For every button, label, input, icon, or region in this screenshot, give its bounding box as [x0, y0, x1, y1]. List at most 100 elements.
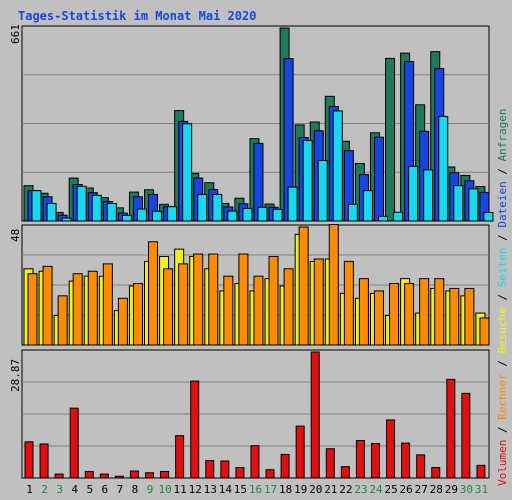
bar-volumen-day-28	[431, 467, 441, 479]
bar-rechner-day-16	[253, 275, 264, 346]
x-tick-label: 27	[415, 483, 428, 496]
bar-seiten-day-8	[136, 208, 147, 222]
bar-volumen-day-5	[84, 470, 94, 479]
x-tick-label: 9	[147, 483, 154, 496]
bar-rechner-day-18	[283, 268, 294, 346]
bar-seiten-day-9	[152, 210, 163, 222]
bar-seiten-day-22	[347, 203, 358, 222]
chart-title: Tages-Statistik im Monat Mai 2020	[18, 9, 256, 23]
bar-volumen-day-24	[370, 443, 380, 479]
legend-item: Seiten	[496, 248, 509, 288]
bar-volumen-day-16	[250, 445, 260, 479]
y-axis-max-label-middle: 48	[9, 229, 22, 242]
bar-volumen-day-1	[24, 441, 34, 479]
bar-rechner-day-28	[434, 278, 445, 346]
x-tick-label: 29	[445, 483, 458, 496]
bar-seiten-day-23	[362, 190, 373, 222]
x-tick-label: 13	[204, 483, 217, 496]
bar-rechner-day-5	[87, 270, 98, 346]
bar-volumen-day-30	[461, 392, 471, 479]
bar-volumen-day-3	[54, 473, 64, 479]
bar-seiten-day-12	[197, 193, 208, 222]
bar-seiten-day-26	[408, 165, 419, 222]
bar-volumen-day-23	[355, 439, 365, 479]
x-tick-label: 16	[249, 483, 262, 496]
x-tick-label: 30	[460, 483, 473, 496]
bar-volumen-day-10	[160, 470, 170, 479]
x-tick-label: 28	[430, 483, 443, 496]
bar-rechner-day-25	[389, 283, 400, 346]
legend-item: /	[496, 228, 509, 248]
bar-rechner-day-27	[419, 278, 430, 346]
x-tick-label: 22	[339, 483, 352, 496]
bar-seiten-day-25	[393, 211, 404, 222]
bar-rechner-day-29	[449, 287, 460, 346]
x-tick-label: 2	[41, 483, 48, 496]
bar-rechner-day-6	[102, 263, 113, 346]
bar-rechner-day-20	[313, 258, 324, 346]
bar-seiten-day-10	[167, 206, 178, 222]
legend-item: Anfragen	[496, 108, 509, 161]
bar-volumen-day-11	[175, 435, 185, 479]
bar-volumen-day-13	[205, 460, 215, 479]
x-tick-label: 26	[400, 483, 413, 496]
bar-seiten-day-28	[438, 115, 449, 222]
bar-seiten-day-30	[468, 188, 479, 222]
bar-rechner-day-13	[208, 253, 219, 346]
x-tick-label: 20	[309, 483, 322, 496]
bar-rechner-day-11	[178, 263, 189, 346]
bar-rechner-day-9	[148, 241, 159, 346]
bar-rechner-day-8	[132, 283, 143, 346]
x-tick-label: 3	[56, 483, 63, 496]
bar-rechner-day-2	[42, 265, 53, 346]
x-tick-label: 23	[354, 483, 367, 496]
legend: Volumen / Rechner / Besuche / Seiten / D…	[496, 108, 509, 486]
bar-volumen-day-17	[265, 469, 275, 479]
bar-volumen-day-4	[69, 407, 79, 479]
bar-volumen-day-20	[310, 351, 320, 479]
bar-volumen-day-9	[145, 472, 155, 479]
bar-volumen-day-26	[401, 442, 411, 479]
bar-volumen-day-12	[190, 380, 200, 479]
bar-volumen-day-2	[39, 443, 49, 479]
bar-rechner-day-10	[163, 268, 174, 346]
y-axis-max-label-bottom: 28.87	[9, 359, 22, 392]
bar-rechner-day-22	[343, 260, 354, 346]
bar-seiten-day-7	[121, 214, 132, 222]
bar-volumen-day-27	[416, 454, 426, 479]
bar-seiten-day-17	[272, 208, 283, 222]
bar-volumen-day-7	[114, 475, 124, 479]
bar-volumen-day-18	[280, 453, 290, 479]
legend-item: /	[496, 287, 509, 307]
bar-seiten-day-27	[423, 169, 434, 222]
x-tick-label: 18	[279, 483, 292, 496]
bar-volumen-day-6	[99, 473, 109, 479]
bar-seiten-day-14	[227, 210, 238, 222]
x-tick-label: 7	[117, 483, 124, 496]
x-tick-label: 4	[71, 483, 78, 496]
x-tick-label: 11	[174, 483, 187, 496]
bar-rechner-day-24	[373, 290, 384, 346]
bar-volumen-day-14	[220, 460, 230, 479]
bar-seiten-day-19	[302, 139, 313, 222]
bar-rechner-day-31	[479, 317, 490, 346]
bar-rechner-day-4	[72, 273, 83, 346]
bar-rechner-day-7	[117, 297, 128, 346]
legend-item: Rechner	[496, 373, 509, 420]
bar-rechner-day-1	[27, 273, 38, 346]
bar-volumen-day-29	[446, 378, 456, 479]
bar-seiten-day-31	[483, 212, 494, 222]
bar-seiten-day-11	[182, 123, 193, 222]
bar-volumen-day-25	[386, 419, 396, 479]
bar-seiten-day-1	[31, 190, 42, 222]
bar-seiten-day-3	[61, 217, 72, 222]
bar-rechner-day-17	[268, 256, 279, 346]
x-tick-label: 31	[475, 483, 488, 496]
x-tick-label: 19	[294, 483, 307, 496]
y-axis-max-label-top: 661	[9, 24, 22, 44]
bar-volumen-day-19	[295, 425, 305, 479]
x-tick-label: 25	[384, 483, 397, 496]
x-tick-label: 21	[324, 483, 337, 496]
